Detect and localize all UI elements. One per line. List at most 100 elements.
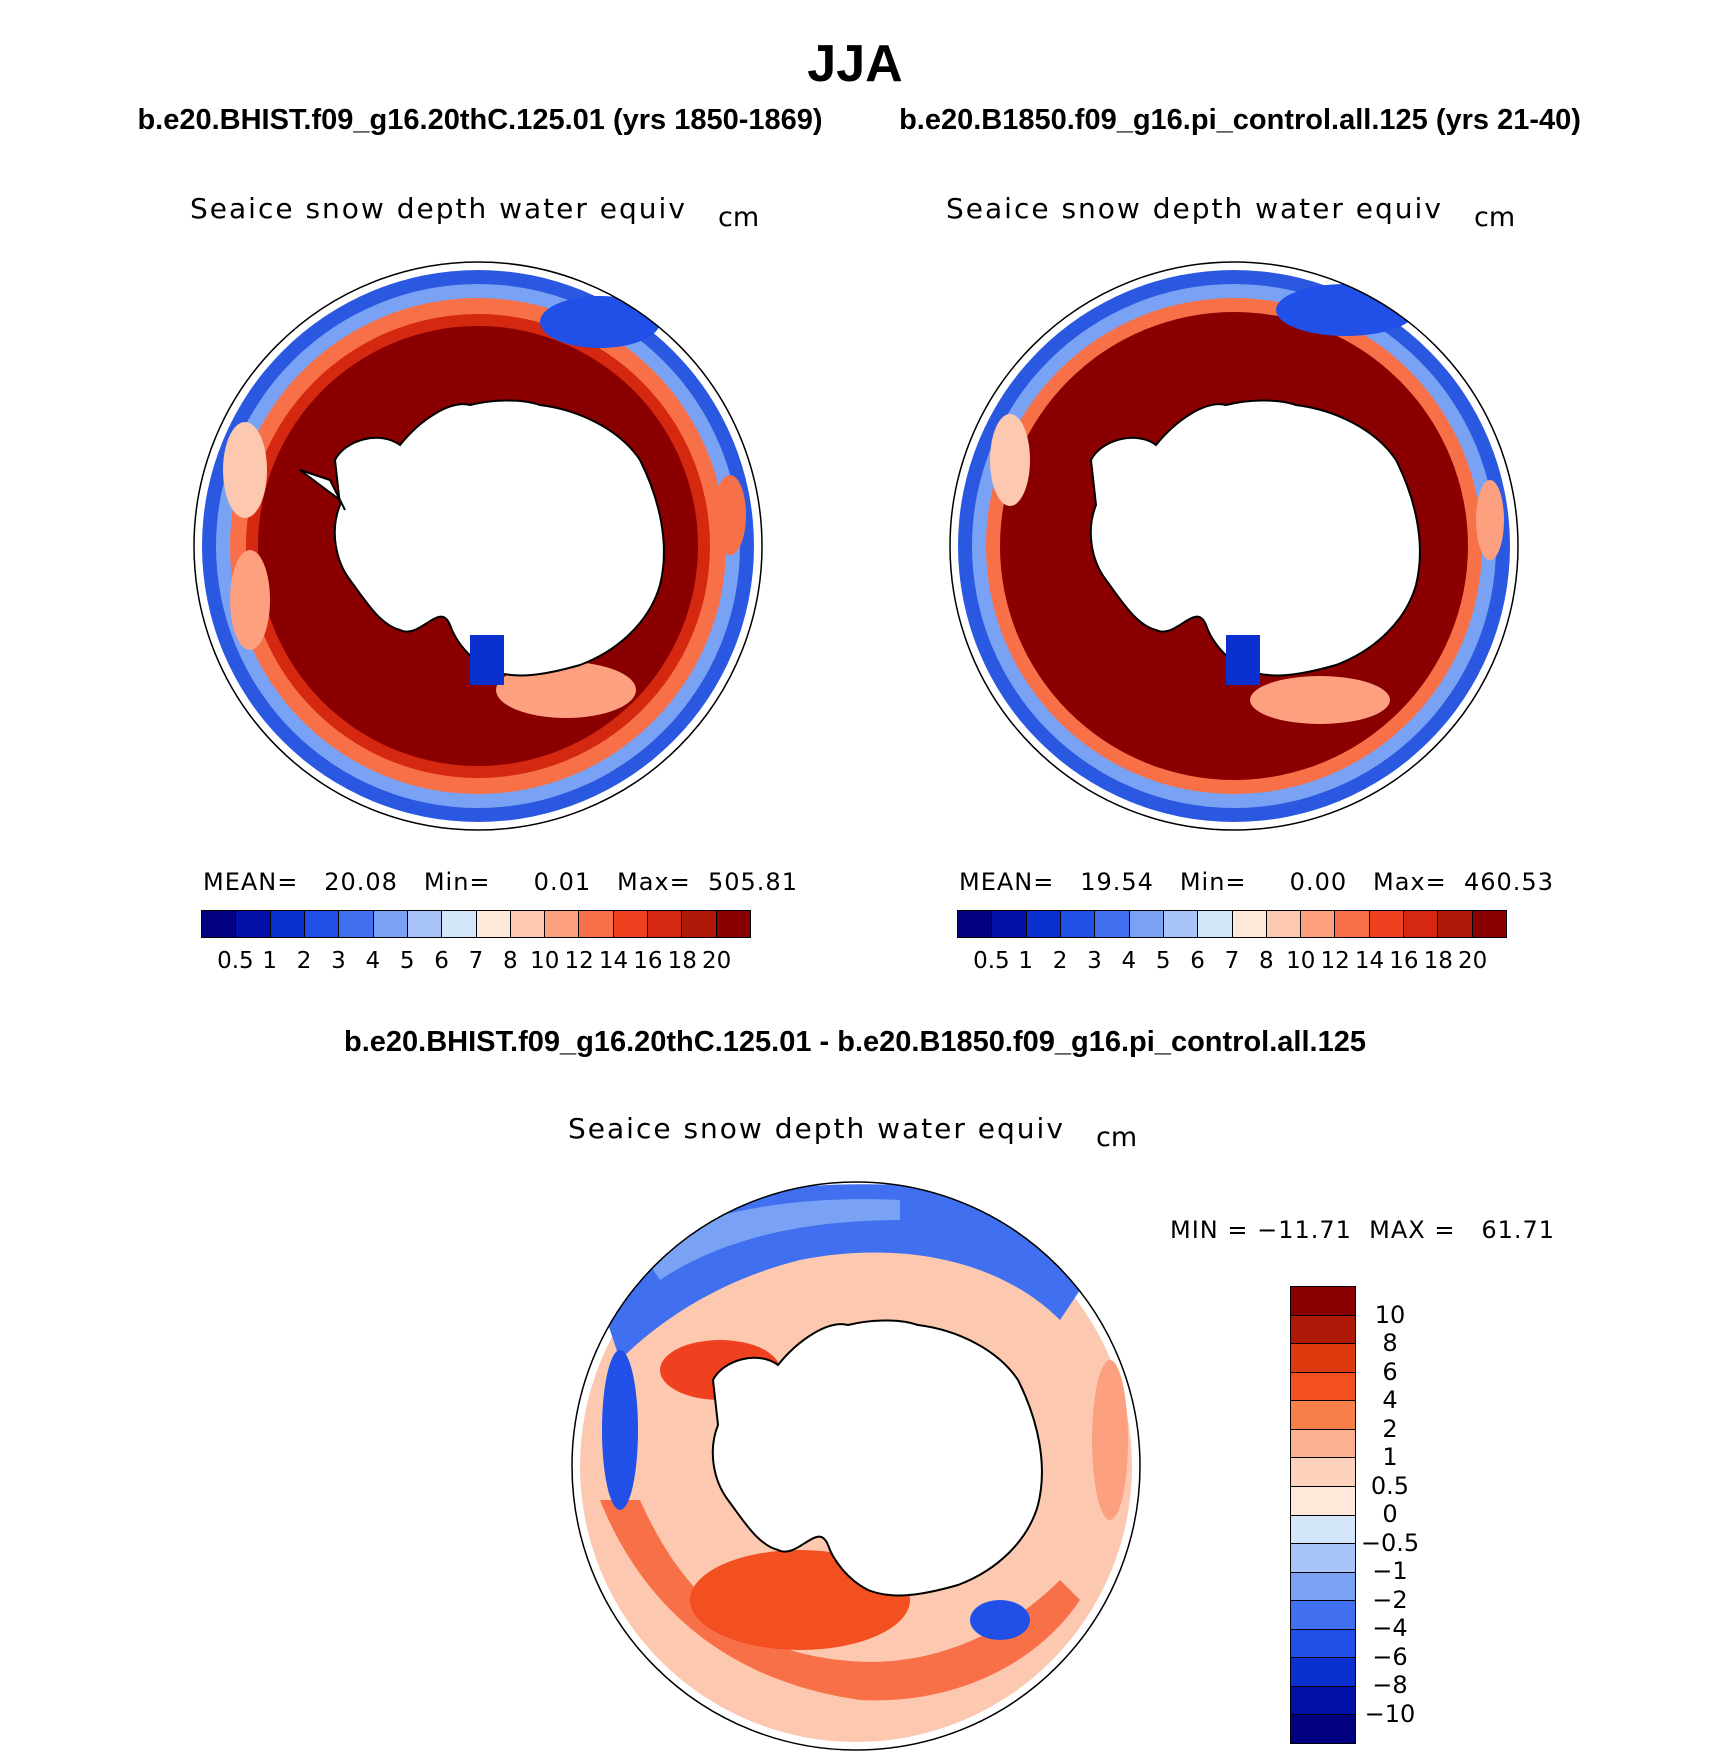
right-colorbar-tick-label: 3	[1087, 948, 1102, 974]
right-subtitle: b.e20.B1850.f09_g16.pi_control.all.125 (…	[899, 104, 1581, 136]
diff-colorbar-swatch	[1291, 1287, 1355, 1316]
diff-colorbar-swatch	[1291, 1401, 1355, 1430]
diff-colorbar-tick-label: 0.5	[1370, 1471, 1410, 1500]
right-colorbar-swatch	[1404, 911, 1439, 937]
diff-colorbar-swatch	[1291, 1429, 1355, 1459]
right-colorbar-swatch	[958, 911, 993, 937]
left-colorbar-tick-label: 7	[468, 948, 484, 974]
right-stats: MEAN= 19.54 Min= 0.00 Max= 460.53	[959, 868, 1554, 896]
diff-colorbar-tick-label: 0	[1382, 1500, 1398, 1528]
right-plot-title: Seaice snow depth water equiv	[946, 192, 1443, 225]
left-colorbar-tick-label: 20	[701, 948, 732, 974]
diff-colorbar-swatch	[1291, 1458, 1355, 1487]
diff-colorbar-tick-label: 8	[1382, 1329, 1398, 1357]
left-colorbar-tick-label: 16	[633, 948, 663, 974]
right-colorbar-swatch	[1301, 911, 1336, 937]
left-colorbar	[201, 910, 751, 938]
diff-units: cm	[1096, 1122, 1138, 1153]
left-colorbar-tick-label: 18	[667, 948, 697, 974]
diff-colorbar-tick-label: 10	[1374, 1300, 1406, 1329]
diff-colorbar	[1290, 1286, 1356, 1744]
right-colorbar-tick-label: 18	[1423, 948, 1453, 974]
diff-colorbar-swatch	[1291, 1686, 1355, 1716]
left-colorbar-swatch	[613, 911, 649, 937]
diff-colorbar-tick-label: −8	[1372, 1671, 1408, 1699]
right-colorbar-swatch	[1438, 911, 1473, 937]
right-colorbar	[957, 910, 1507, 938]
figure-title: JJA	[807, 35, 903, 93]
left-colorbar-swatch	[304, 911, 340, 937]
left-colorbar-tick-label: 3	[331, 948, 346, 974]
left-colorbar-tick-label: 4	[365, 948, 381, 974]
left-colorbar-swatch	[373, 911, 408, 937]
left-colorbar-swatch	[648, 911, 683, 937]
diff-colorbar-swatch	[1291, 1315, 1355, 1345]
diff-colorbar-tick-label: −0.5	[1360, 1528, 1420, 1557]
diff-colorbar-labels: 10 8 6 4 2 1 0.5 0 −0.5 −1 −2 −4 −6 −8 −10	[1350, 1286, 1450, 1742]
diff-colorbar-tick-label: 6	[1382, 1357, 1398, 1386]
right-colorbar-tick-label: 2	[1052, 948, 1068, 974]
right-colorbar-tick-label: 7	[1224, 948, 1240, 974]
left-colorbar-tick-label: 0.5	[217, 948, 254, 974]
left-colorbar-swatch	[339, 911, 374, 937]
left-plot-title: Seaice snow depth water equiv	[190, 192, 687, 225]
right-colorbar-tick-label: 5	[1155, 948, 1171, 974]
left-subtitle: b.e20.BHIST.f09_g16.20thC.125.01 (yrs 18…	[137, 104, 823, 136]
right-colorbar-tick-label: 1	[1018, 948, 1034, 974]
diff-colorbar-tick-label: 4	[1382, 1386, 1398, 1414]
diff-colorbar-swatch	[1291, 1372, 1355, 1402]
diff-colorbar-swatch	[1291, 1629, 1355, 1659]
diff-colorbar-swatch	[1291, 1572, 1355, 1602]
left-colorbar-swatch	[442, 911, 477, 937]
diff-subtitle: b.e20.BHIST.f09_g16.20thC.125.01 - b.e20…	[344, 1026, 1366, 1058]
left-colorbar-tick-label: 14	[598, 948, 629, 974]
right-colorbar-tick-label: 6	[1190, 948, 1205, 974]
left-colorbar-swatch	[545, 911, 580, 937]
left-colorbar-tick-label: 8	[503, 948, 518, 974]
left-colorbar-swatch	[476, 911, 511, 937]
left-colorbar-tick-label: 1	[262, 948, 278, 974]
diff-colorbar-tick-label: −4	[1372, 1614, 1408, 1642]
right-colorbar-tick-label: 8	[1259, 948, 1274, 974]
left-colorbar-swatch	[510, 911, 546, 937]
left-colorbar-swatch	[202, 911, 237, 937]
left-colorbar-swatch	[270, 911, 305, 937]
right-colorbar-swatch	[1198, 911, 1233, 937]
right-colorbar-tick-label: 20	[1457, 948, 1488, 974]
right-colorbar-swatch	[1232, 911, 1267, 937]
diff-colorbar-swatch	[1291, 1515, 1355, 1545]
diff-colorbar-tick-label: −2	[1372, 1585, 1408, 1614]
diff-colorbar-swatch	[1291, 1715, 1355, 1743]
diff-colorbar-tick-label: 2	[1382, 1414, 1398, 1443]
right-colorbar-swatch	[1060, 911, 1096, 937]
left-colorbar-swatch	[579, 911, 614, 937]
left-colorbar-tick-label: 2	[296, 948, 312, 974]
diff-colorbar-swatch	[1291, 1544, 1355, 1573]
right-units: cm	[1474, 202, 1516, 233]
left-colorbar-swatch	[682, 911, 717, 937]
right-colorbar-swatch	[992, 911, 1027, 937]
left-colorbar-swatch	[407, 911, 443, 937]
right-colorbar-swatch	[1335, 911, 1370, 937]
diff-colorbar-tick-label: −10	[1364, 1699, 1416, 1728]
right-colorbar-tick-label: 4	[1121, 948, 1137, 974]
left-stats: MEAN= 20.08 Min= 0.01 Max= 505.81	[203, 868, 798, 896]
left-colorbar-labels: 0.5 1 2 3 4 5 6 7 8 10 12 14 16 18 20	[201, 948, 751, 978]
right-colorbar-tick-label: 14	[1354, 948, 1385, 974]
right-colorbar-swatch	[1026, 911, 1061, 937]
right-colorbar-labels: 0.5 1 2 3 4 5 6 7 8 10 12 14 16 18 20	[957, 948, 1507, 978]
left-colorbar-tick-label: 5	[399, 948, 415, 974]
right-colorbar-swatch	[1163, 911, 1199, 937]
diff-colorbar-tick-label: −1	[1372, 1557, 1408, 1585]
diff-colorbar-swatch	[1291, 1344, 1355, 1373]
diff-colorbar-tick-label: 1	[1382, 1443, 1398, 1471]
right-colorbar-swatch	[1095, 911, 1130, 937]
right-colorbar-tick-label: 16	[1389, 948, 1419, 974]
left-colorbar-swatch	[716, 911, 750, 937]
right-colorbar-swatch	[1129, 911, 1164, 937]
right-colorbar-tick-label: 12	[1320, 948, 1350, 974]
right-colorbar-tick-label: 10	[1286, 948, 1316, 974]
left-colorbar-tick-label: 12	[564, 948, 594, 974]
left-colorbar-tick-label: 6	[434, 948, 449, 974]
diff-colorbar-swatch	[1291, 1486, 1355, 1516]
